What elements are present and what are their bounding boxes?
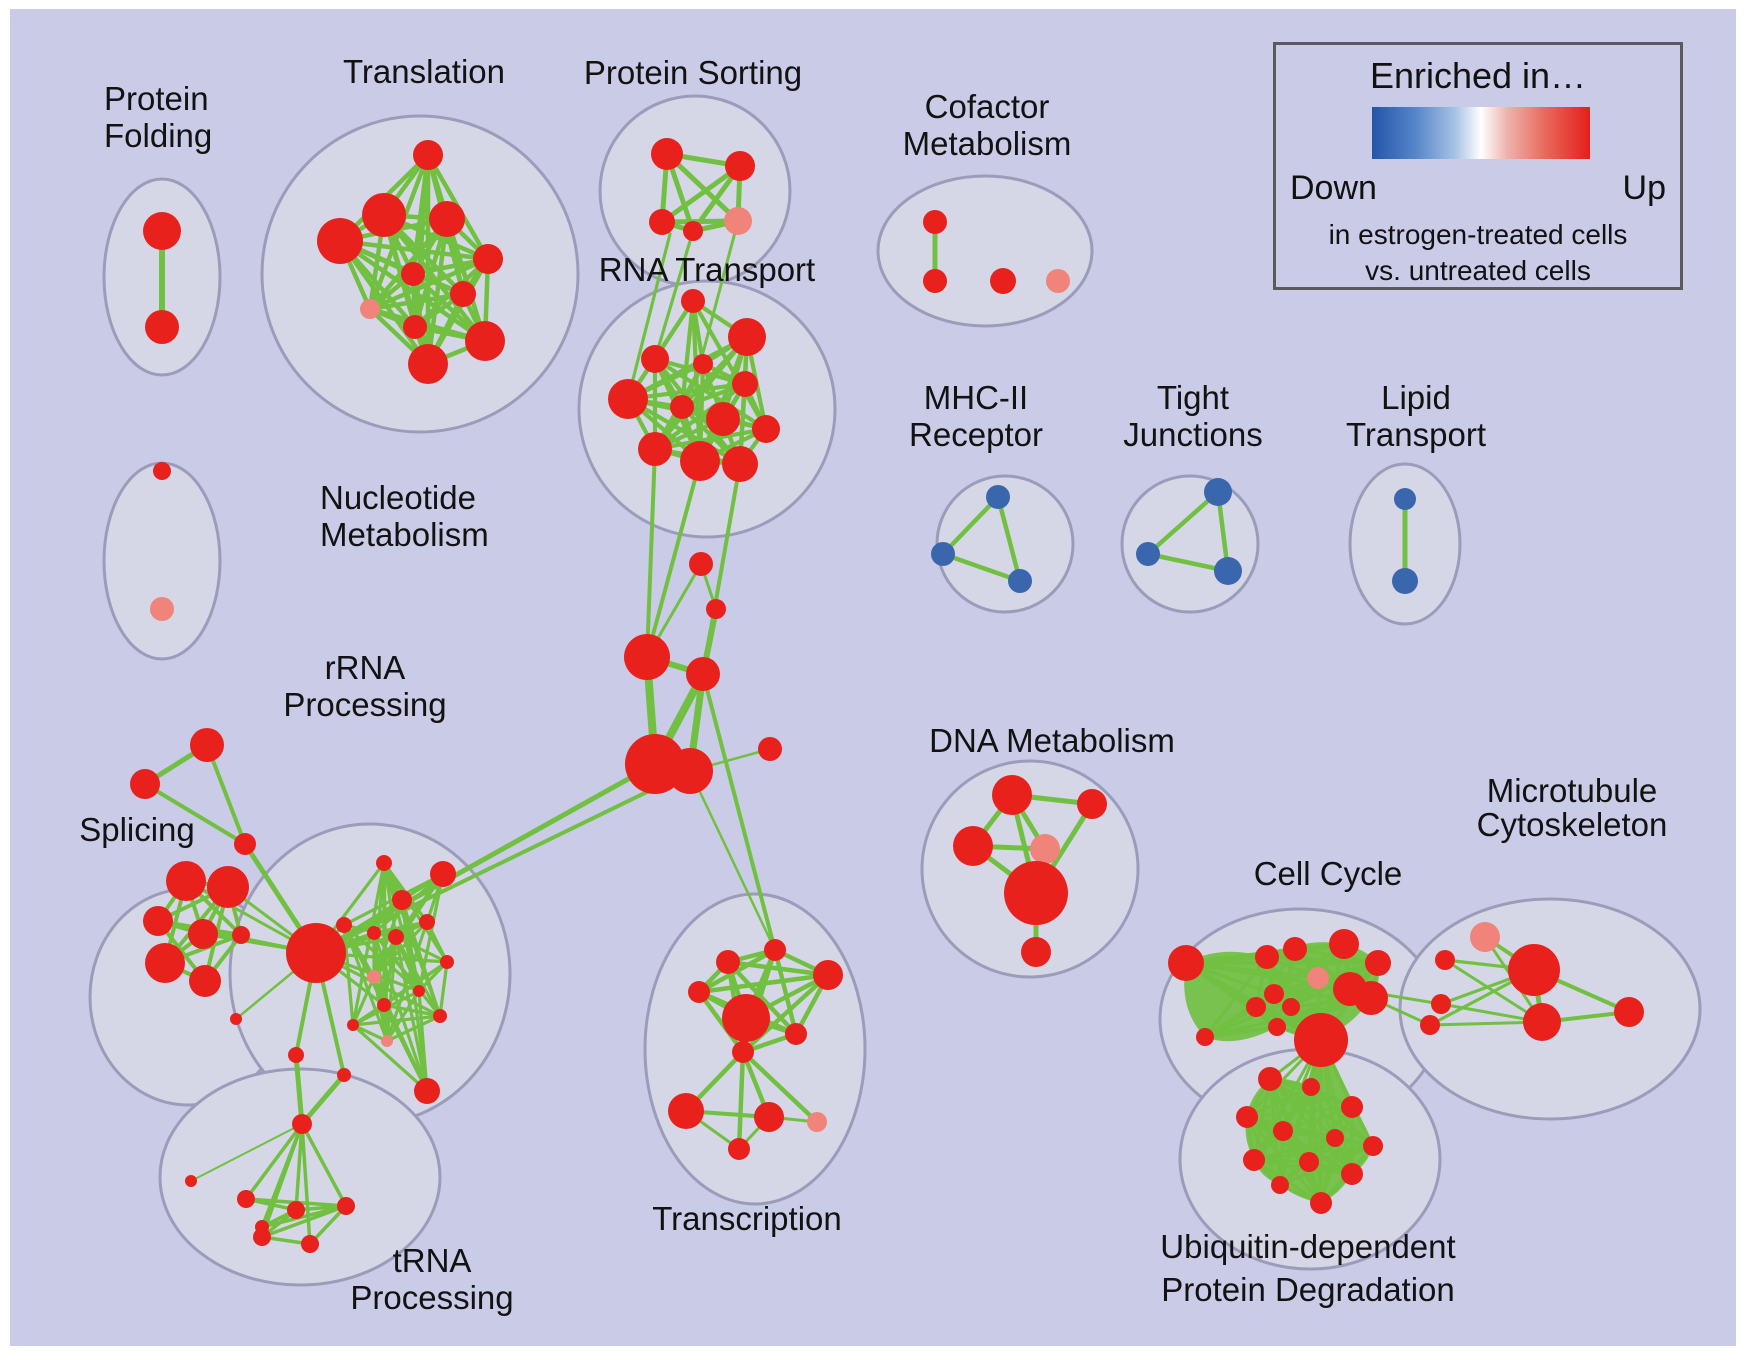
svg-text:Translation: Translation — [343, 53, 505, 90]
svg-text:Protein Sorting: Protein Sorting — [584, 54, 802, 91]
svg-text:Cytoskeleton: Cytoskeleton — [1477, 806, 1668, 843]
svg-text:Protein Degradation: Protein Degradation — [1161, 1271, 1455, 1308]
svg-text:RNA Transport: RNA Transport — [599, 251, 815, 288]
svg-text:Transcription: Transcription — [652, 1200, 842, 1237]
svg-text:Ubiquitin-dependent: Ubiquitin-dependent — [1160, 1228, 1455, 1265]
svg-text:DNA Metabolism: DNA Metabolism — [929, 722, 1175, 759]
svg-text:Splicing: Splicing — [79, 811, 195, 848]
svg-text:Microtubule: Microtubule — [1487, 772, 1658, 809]
svg-text:Cell Cycle: Cell Cycle — [1254, 855, 1403, 892]
